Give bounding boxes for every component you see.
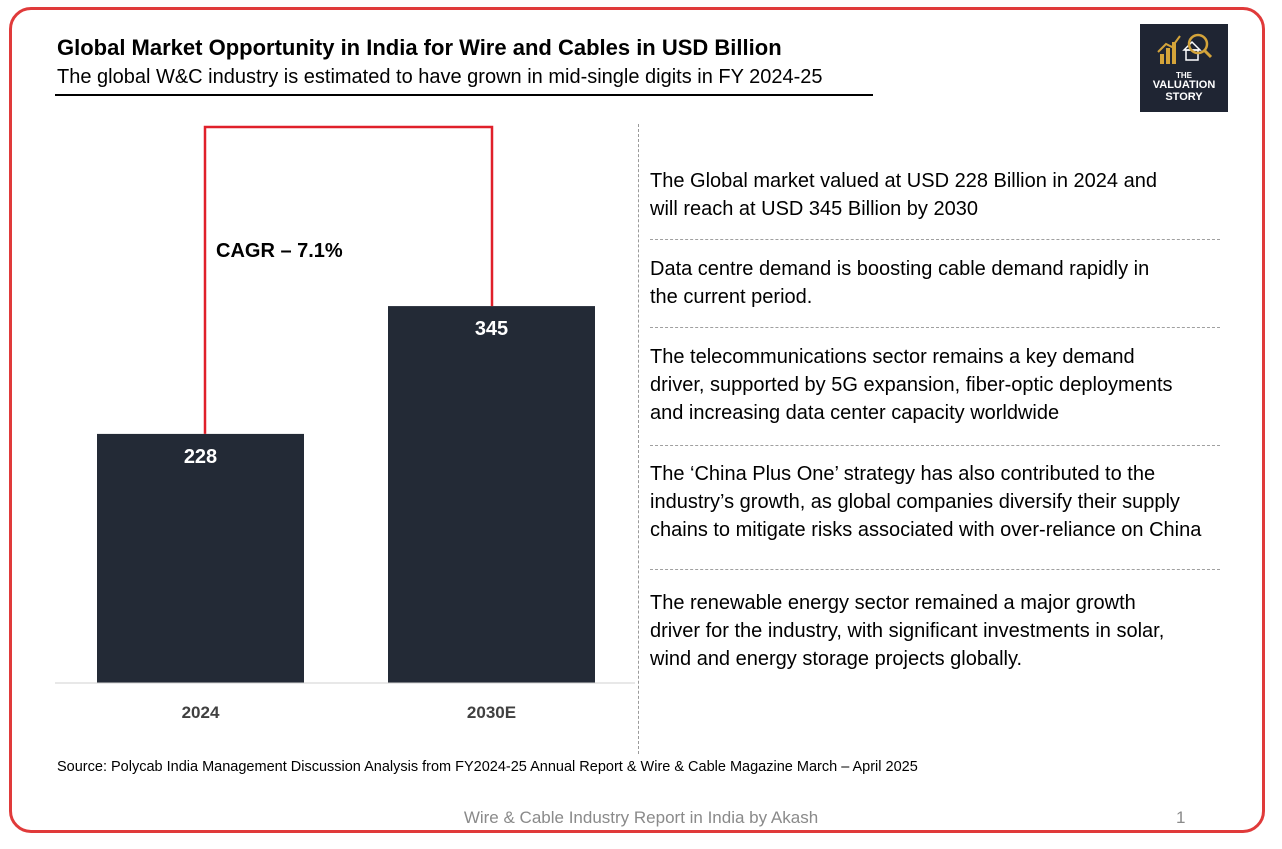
bullet-item: Data centre demand is boosting cable dem… bbox=[650, 255, 1149, 311]
bullet-line: wind and energy storage projects globall… bbox=[650, 648, 1023, 670]
bullet-divider bbox=[650, 445, 1220, 446]
data-label-2024: 228 bbox=[184, 446, 217, 468]
bullet-divider bbox=[650, 569, 1220, 570]
bullet-line: will reach at USD 345 Billion by 2030 bbox=[650, 198, 978, 220]
bullet-item: The ‘China Plus One’ strategy has also c… bbox=[650, 460, 1201, 544]
bullet-line: driver, supported by 5G expansion, fiber… bbox=[650, 374, 1173, 396]
logo-line-story: STORY bbox=[1165, 91, 1203, 103]
data-label-2030E: 345 bbox=[475, 318, 508, 340]
brand-logo: THE VALUATION STORY bbox=[1140, 24, 1228, 112]
vertical-divider bbox=[638, 124, 639, 754]
bullet-divider bbox=[650, 327, 1220, 328]
cagr-connector bbox=[203, 125, 494, 434]
cagr-annotation: CAGR – 7.1% bbox=[216, 240, 343, 262]
subtitle-underline bbox=[55, 94, 873, 96]
source-note: Source: Polycab India Management Discuss… bbox=[57, 759, 918, 775]
bullet-line: the current period. bbox=[650, 286, 813, 308]
report-footer: Wire & Cable Industry Report in India by… bbox=[463, 808, 819, 827]
x-tick-label-2030E: 2030E bbox=[467, 703, 516, 722]
logo-line-the: THE bbox=[1176, 71, 1192, 80]
bullet-item: The Global market valued at USD 228 Bill… bbox=[650, 167, 1157, 223]
bullet-line: The renewable energy sector remained a m… bbox=[650, 592, 1136, 614]
bullet-item: The telecommunications sector remains a … bbox=[650, 343, 1173, 427]
bar-2030E bbox=[388, 306, 595, 683]
bullet-line: The telecommunications sector remains a … bbox=[650, 346, 1135, 368]
bullet-line: driver for the industry, with significan… bbox=[650, 620, 1165, 642]
bullet-line: Data centre demand is boosting cable dem… bbox=[650, 258, 1150, 280]
bullet-divider bbox=[650, 239, 1220, 240]
bar-chart: 228 2024 345 2030E CAGR – 7.1% bbox=[55, 125, 635, 722]
chart-magnifier-icon bbox=[1157, 33, 1213, 64]
logo-line-valuation: VALUATION bbox=[1152, 79, 1216, 91]
bar-2024 bbox=[97, 433, 304, 683]
bullet-line: The Global market valued at USD 228 Bill… bbox=[650, 170, 1157, 192]
bullet-line: chains to mitigate risks associated with… bbox=[650, 519, 1202, 541]
slide-frame bbox=[9, 7, 1265, 833]
bullet-line: industry’s growth, as global companies d… bbox=[650, 491, 1180, 513]
bullet-line: and increasing data center capacity worl… bbox=[650, 402, 1060, 424]
page-title: Global Market Opportunity in India for W… bbox=[57, 35, 782, 60]
x-tick-label-2024: 2024 bbox=[182, 703, 220, 722]
bullet-line: The ‘China Plus One’ strategy has also c… bbox=[650, 463, 1156, 485]
page-number: 1 bbox=[1176, 808, 1186, 827]
bullet-item: The renewable energy sector remained a m… bbox=[650, 589, 1164, 673]
page-subtitle: The global W&C industry is estimated to … bbox=[57, 66, 823, 88]
